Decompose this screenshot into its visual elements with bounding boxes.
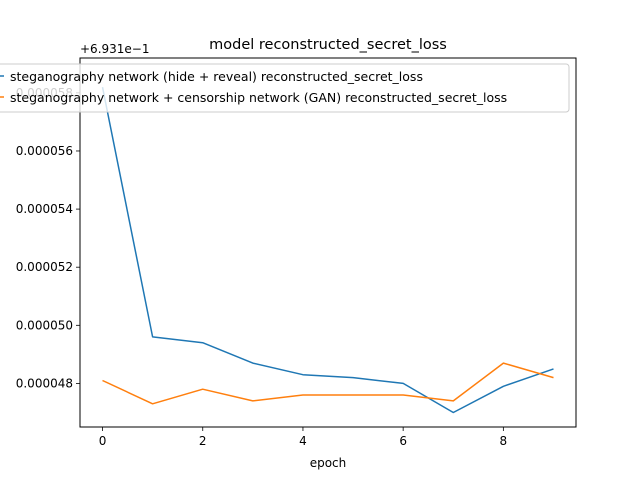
x-tick-label: 4	[299, 434, 307, 448]
series-line-1	[101, 86, 554, 414]
legend-label-series-2: steganography network + censorship netwo…	[10, 90, 507, 105]
y-tick-label: 0.000048	[16, 376, 73, 390]
legend-box	[0, 63, 570, 113]
y-tick-label: 0.000052	[16, 260, 73, 274]
x-tick-label: 8	[500, 434, 508, 448]
y-tick-label: 0.000050	[16, 318, 73, 332]
x-tick-label: 2	[199, 434, 207, 448]
plot-frame	[79, 57, 577, 428]
x-tick-label: 0	[99, 434, 107, 448]
y-axis-offset-text: +6.931e−1	[80, 42, 149, 56]
x-axis-label: epoch	[310, 456, 347, 470]
legend-label-series-1: steganography network (hide + reveal) re…	[10, 69, 423, 84]
y-tick-label: 0.000056	[16, 144, 73, 158]
y-tick-label: 0.000054	[16, 202, 73, 216]
x-tick-label: 6	[399, 434, 407, 448]
series-layer	[101, 86, 554, 414]
x-axis: 0 2 4 6 8	[99, 427, 507, 448]
y-axis: 0.000048 0.000050 0.000052 0.000054 0.000056…	[16, 86, 80, 390]
series-line-2	[102, 362, 554, 405]
legend: steganography network (hide + reveal) re…	[0, 63, 570, 113]
chart-title: model reconstructed_secret_loss	[209, 37, 447, 53]
